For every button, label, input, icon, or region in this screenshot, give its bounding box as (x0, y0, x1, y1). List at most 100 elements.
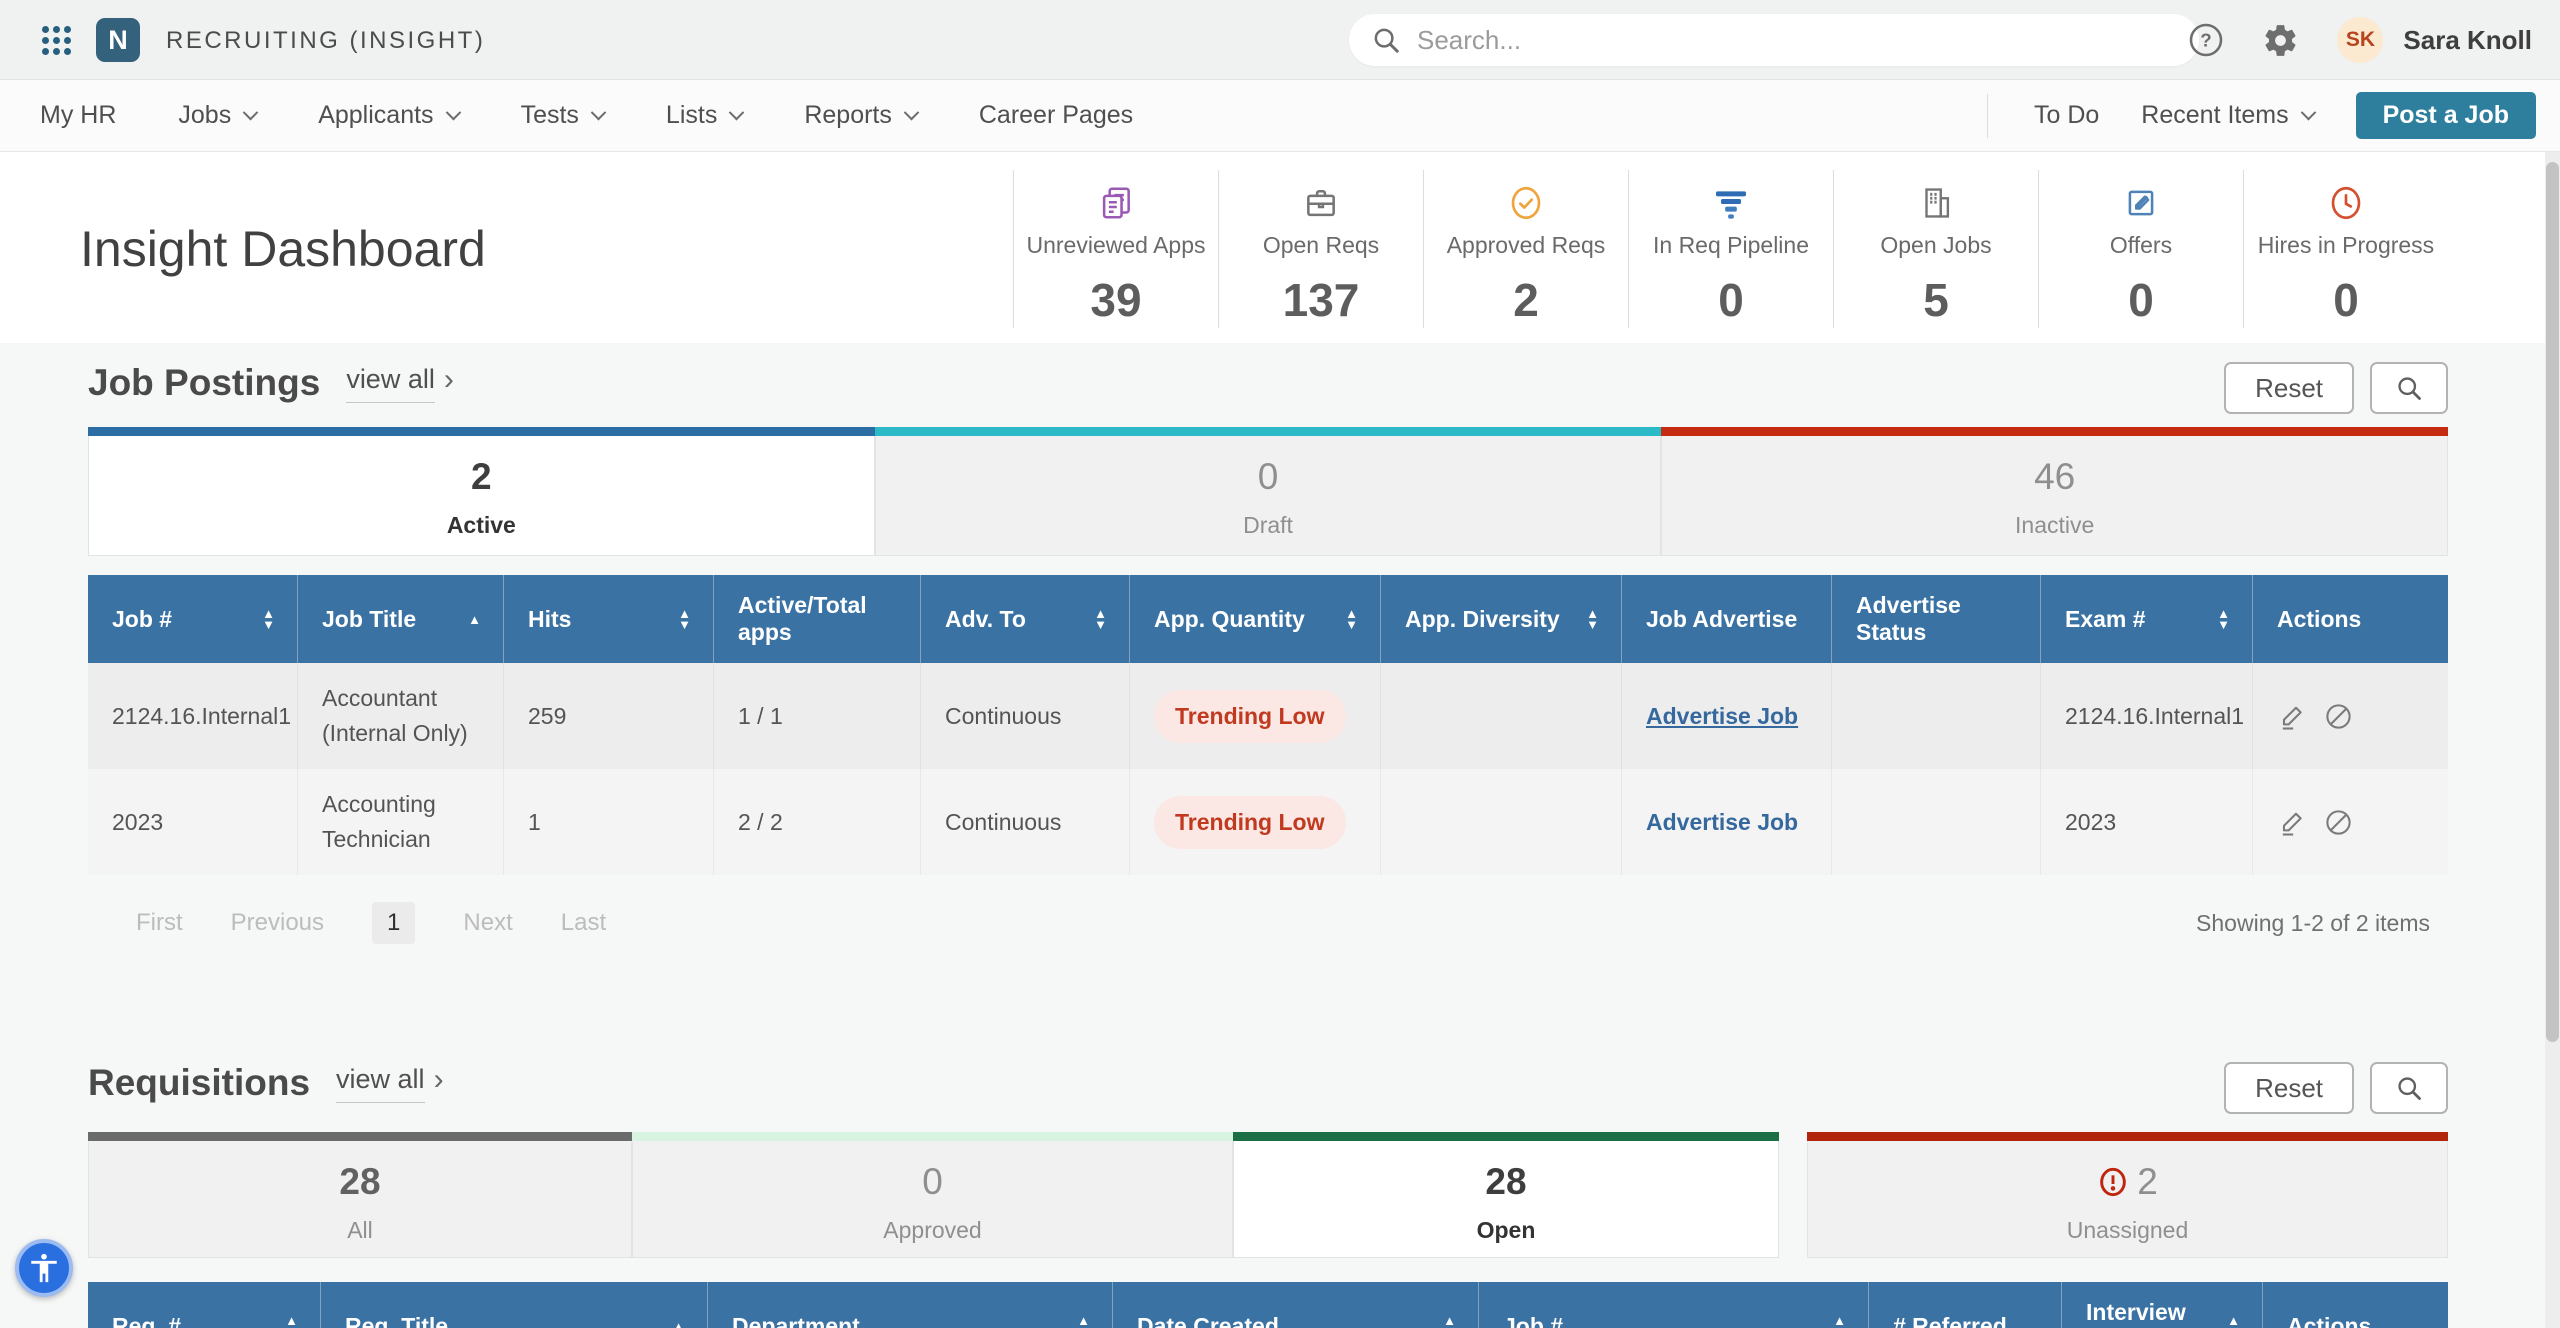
trending-low-badge: Trending Low (1154, 795, 1346, 849)
sort-icon[interactable]: ▲▼ (2217, 606, 2230, 632)
funnel-icon (1716, 191, 1746, 219)
col-advertise-status[interactable]: Advertise Status (1832, 575, 2041, 663)
col-active-total-apps[interactable]: Active/Total apps (714, 575, 921, 663)
sort-icon[interactable]: ▲▼ (1833, 1313, 1846, 1328)
advertise-job-link[interactable]: Advertise Job (1646, 702, 1799, 729)
sort-icon[interactable]: ▲▼ (1094, 606, 1107, 632)
reset-button[interactable]: Reset (2224, 362, 2354, 414)
table-row: 2023 Accounting Technician 1 2 / 2 Conti… (88, 769, 2448, 875)
nav-item-applicants[interactable]: Applicants (318, 101, 461, 130)
search-input[interactable] (1417, 24, 2137, 56)
col-interview-date[interactable]: Interview Di...▲▼ (2062, 1282, 2263, 1328)
cancel-icon[interactable] (2323, 807, 2354, 838)
col-department[interactable]: Department▲▼ (708, 1282, 1113, 1328)
briefcase-icon (1307, 190, 1335, 217)
sort-icon[interactable]: ▲▼ (262, 606, 275, 632)
sort-icon[interactable]: ▲▼ (1586, 606, 1599, 632)
accessibility-icon (31, 1253, 57, 1283)
sort-asc-icon[interactable]: ▲ (468, 611, 481, 627)
sort-icon[interactable]: ▲▼ (2227, 1313, 2240, 1328)
col-app-diversity[interactable]: App. Diversity ▲ ▼ (1381, 575, 1622, 663)
stat-in-req-pipeline[interactable]: In Req Pipeline 0 (1628, 170, 1833, 328)
sort-icon[interactable]: ▲▼ (1077, 1313, 1090, 1328)
tab-open[interactable]: 28 Open (1233, 1132, 1779, 1258)
stat-hires-in-progress[interactable]: Hires in Progress 0 (2243, 170, 2448, 328)
edit-icon[interactable] (2277, 807, 2308, 838)
stat-offers[interactable]: Offers 0 (2038, 170, 2243, 328)
tab-inactive[interactable]: 46 Inactive (1661, 427, 2449, 556)
check-circle-icon (1511, 186, 1541, 220)
table-search-button[interactable] (2370, 362, 2448, 414)
nav-item-jobs[interactable]: Jobs (178, 101, 259, 130)
chevron-down-icon (242, 104, 259, 121)
stat-unreviewed-apps[interactable]: Unreviewed Apps 39 (1013, 170, 1218, 328)
app-launcher-icon[interactable] (42, 26, 71, 55)
sort-asc-icon[interactable]: ▲ (672, 1318, 685, 1328)
scrollbar-thumb[interactable] (2546, 162, 2559, 1042)
col-date-created[interactable]: Date Created▲▼ (1113, 1282, 1479, 1328)
col-actions[interactable]: Actions (2287, 1312, 2372, 1328)
nav-item-reports[interactable]: Reports (804, 101, 920, 130)
search-icon (1374, 28, 1399, 53)
col-actions[interactable]: Actions (2277, 605, 2362, 632)
cancel-icon[interactable] (2323, 701, 2354, 732)
nav-item-recent-items[interactable]: Recent Items (2141, 101, 2316, 130)
tab-unassigned[interactable]: 2 Unassigned (1807, 1132, 2448, 1258)
col-adv-to[interactable]: Adv. To ▲ ▼ (921, 575, 1130, 663)
pagination-last[interactable]: Last (560, 909, 607, 936)
table-search-button[interactable] (2370, 1062, 2448, 1114)
requisitions-status-tabs: 28 All 0 Approved 28 Open 2 Unassigned (88, 1132, 2448, 1258)
reset-button[interactable]: Reset (2224, 1062, 2354, 1114)
user-avatar[interactable]: SK (2337, 17, 2384, 63)
nav-item-career-pages[interactable]: Career Pages (978, 101, 1134, 129)
col-req-title[interactable]: Req. Title ▲ (321, 1282, 708, 1328)
col-app-quantity[interactable]: App. Quantity ▲ ▼ (1130, 575, 1381, 663)
pagination-page-1[interactable]: 1 (372, 902, 416, 944)
chevron-down-icon (2300, 104, 2316, 121)
help-icon[interactable]: ? (2188, 22, 2224, 58)
col-referred[interactable]: # Referred (1869, 1282, 2062, 1328)
nav-item-to-do[interactable]: To Do (2033, 101, 2100, 129)
stat-open-reqs[interactable]: Open Reqs 137 (1218, 170, 1423, 328)
col-job-number[interactable]: Job #▲▼ (88, 575, 298, 663)
pagination-first[interactable]: First (136, 909, 183, 936)
nav-item-my-hr[interactable]: My HR (40, 101, 117, 129)
edit-icon[interactable] (2277, 701, 2308, 732)
stat-approved-reqs[interactable]: Approved Reqs 2 (1423, 170, 1628, 328)
job-postings-table: Job # ▲ ▼ Job Title ▲ Hits ▲ ▼ Active/Total a… (88, 575, 2448, 875)
neogov-logo[interactable]: N (96, 18, 140, 62)
job-postings-view-all-link[interactable]: view all › (346, 363, 454, 403)
trending-low-badge: Trending Low (1154, 689, 1346, 743)
sort-icon[interactable]: ▲▼ (678, 606, 691, 632)
stat-open-jobs[interactable]: Open Jobs 5 (1833, 170, 2038, 328)
advertise-job-link[interactable]: Advertise Job (1646, 808, 1799, 835)
sort-icon[interactable]: ▲▼ (1443, 1313, 1456, 1328)
tab-all[interactable]: 28 All (88, 1132, 632, 1258)
table-row: 2124.16.Internal1 Accountant (Internal O… (88, 663, 2448, 769)
user-name[interactable]: Sara Knoll (2403, 24, 2532, 55)
sort-icon[interactable]: ▲▼ (285, 1313, 298, 1328)
pagination-next[interactable]: Next (463, 909, 513, 936)
building-icon (1925, 188, 1950, 218)
chevron-down-icon (590, 104, 607, 121)
tab-draft[interactable]: 0 Draft (874, 427, 1662, 556)
nav-item-tests[interactable]: Tests (521, 101, 607, 130)
col-hits[interactable]: Hits ▲ ▼ (504, 575, 714, 663)
nav-item-lists[interactable]: Lists (666, 101, 745, 130)
page-title: Insight Dashboard (80, 221, 486, 277)
col-job-advertise[interactable]: Job Advertise (1622, 575, 1832, 663)
accessibility-widget-button[interactable] (15, 1239, 73, 1297)
col-job-title[interactable]: Job Title ▲ (298, 575, 504, 663)
section-title: Job Postings (88, 362, 321, 403)
pagination-previous[interactable]: Previous (230, 909, 325, 936)
col-exam-number[interactable]: Exam # ▲ ▼ (2041, 575, 2253, 663)
col-job-number[interactable]: Job #▲▼ (1479, 1282, 1869, 1328)
gear-icon[interactable] (2262, 22, 2299, 59)
requisitions-view-all-link[interactable]: view all › (336, 1063, 444, 1103)
tab-active[interactable]: 2 Active (88, 427, 875, 556)
post-a-job-button[interactable]: Post a Job (2355, 92, 2536, 139)
sort-icon[interactable]: ▲▼ (1345, 606, 1358, 632)
col-req-number[interactable]: Req. #▲▼ (88, 1282, 321, 1328)
tab-approved[interactable]: 0 Approved (632, 1132, 1233, 1258)
global-search[interactable] (1349, 14, 2199, 66)
